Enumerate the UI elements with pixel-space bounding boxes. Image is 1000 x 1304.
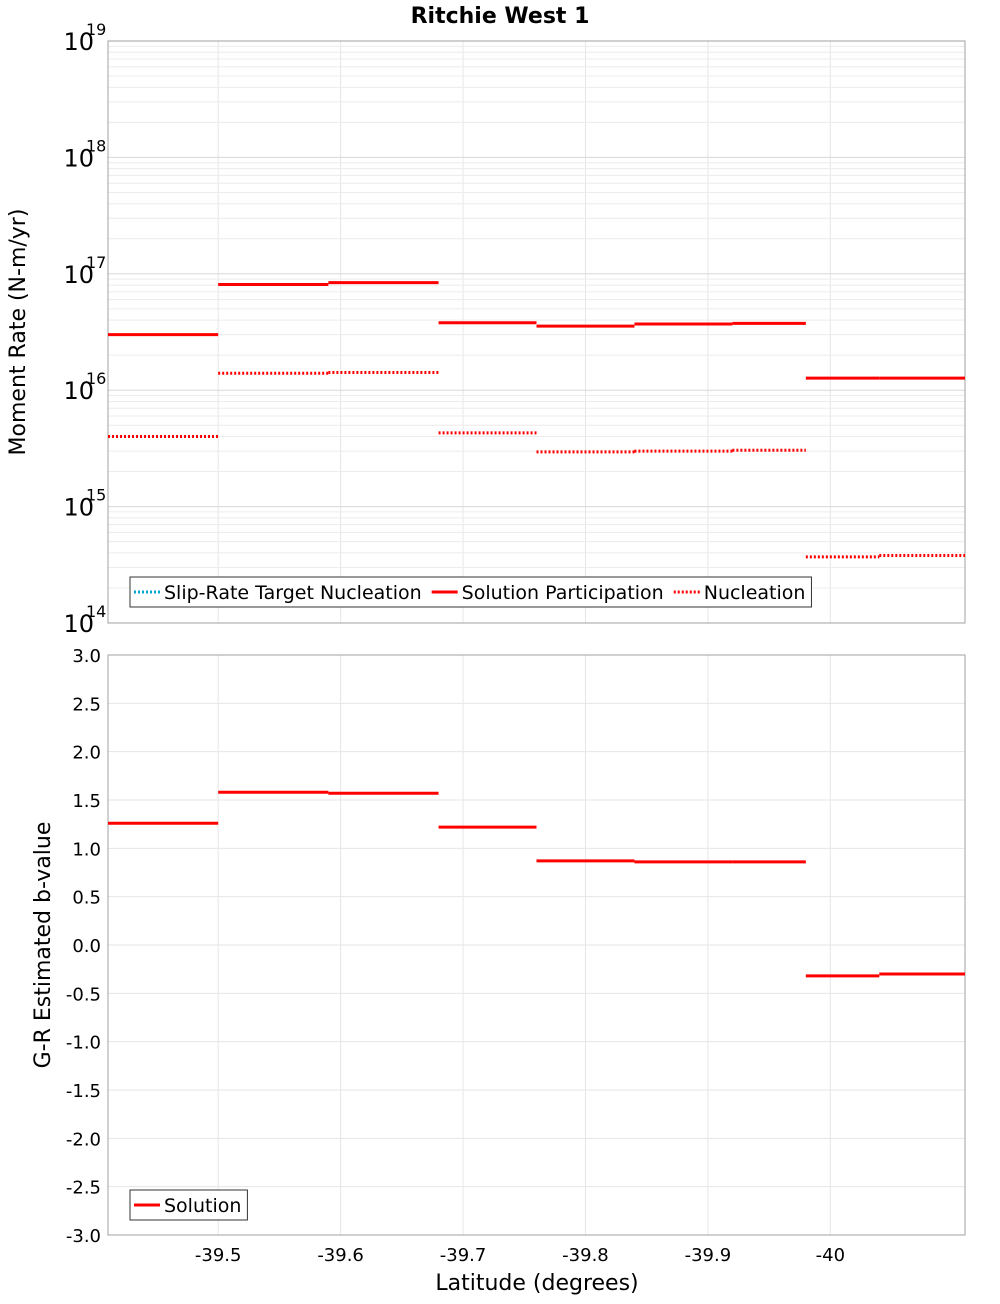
y-tick-label: 10 [63, 144, 94, 172]
legend-entry: Solution [164, 1195, 241, 1217]
x-tick-label: -39.5 [195, 1245, 242, 1266]
y-tick-label: 10 [63, 377, 94, 405]
y-tick-label: 1.5 [72, 791, 101, 812]
y-tick-exponent: 17 [86, 253, 106, 272]
chart-title: Ritchie West 1 [411, 4, 590, 29]
y-tick-label: -1.0 [66, 1033, 101, 1054]
y-tick-label: 3.0 [72, 646, 101, 667]
x-axis-label: Latitude (degrees) [435, 1271, 638, 1296]
y-tick-exponent: 18 [86, 136, 106, 155]
y-tick-label: 0.0 [72, 936, 101, 957]
x-tick-label: -39.7 [440, 1245, 487, 1266]
legend-entry: Slip-Rate Target Nucleation [164, 582, 422, 604]
y-tick-label: 1.0 [72, 839, 101, 860]
legend: Solution [129, 1189, 248, 1221]
y-tick-label: 10 [63, 261, 94, 289]
bottom-y-axis-label: G-R Estimated b-value [31, 822, 56, 1069]
legend-entry: Nucleation [704, 582, 806, 604]
y-tick-exponent: 15 [86, 486, 106, 505]
y-tick-label: 10 [63, 610, 94, 638]
x-tick-label: -40 [816, 1245, 845, 1266]
x-tick-label: -39.6 [317, 1245, 364, 1266]
y-tick-label: 10 [63, 494, 94, 522]
y-tick-label: -2.5 [66, 1178, 101, 1199]
y-tick-label: -0.5 [66, 984, 101, 1005]
y-tick-label: 10 [63, 28, 94, 56]
y-tick-label: -3.0 [66, 1226, 101, 1247]
y-tick-exponent: 16 [86, 369, 106, 388]
y-tick-exponent: 14 [86, 602, 106, 621]
legend: Slip-Rate Target Nucleation Solution Part… [129, 576, 812, 608]
y-tick-label: -2.0 [66, 1129, 101, 1150]
y-tick-label: 2.5 [72, 694, 101, 715]
x-tick-label: -39.9 [685, 1245, 732, 1266]
y-tick-label: -1.5 [66, 1081, 101, 1102]
legend-entry: Solution Participation [462, 582, 664, 604]
plot-frame [107, 40, 966, 624]
top-y-axis-label: Moment Rate (N-m/yr) [6, 209, 31, 456]
y-tick-label: 2.0 [72, 743, 101, 764]
x-tick-label: -39.8 [562, 1245, 609, 1266]
y-tick-exponent: 19 [86, 20, 106, 39]
y-tick-label: 0.5 [72, 888, 101, 909]
panel-1: -39.5 -39.6 -39.7 -39.8 -39.9 -40 -3.0 -2.5 -2.0… [66, 646, 966, 1266]
plot-frame [107, 654, 966, 1236]
